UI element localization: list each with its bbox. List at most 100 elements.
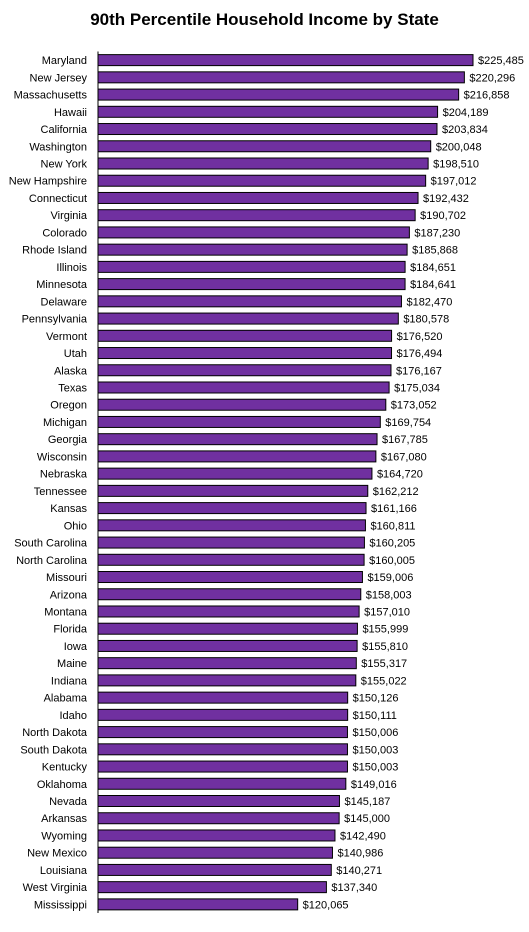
- category-label: Rhode Island: [22, 245, 87, 257]
- bar-north-dakota: [97, 726, 348, 739]
- bar-nevada: [97, 795, 340, 807]
- category-label: Arkansas: [41, 813, 87, 825]
- value-label: $158,003: [366, 589, 412, 601]
- value-label: $137,340: [331, 882, 377, 894]
- bar-indiana: [97, 674, 357, 687]
- category-label: Minnesota: [36, 279, 88, 291]
- value-label: $192,432: [423, 193, 469, 205]
- category-label: Idaho: [59, 710, 87, 722]
- category-label: Michigan: [43, 417, 87, 429]
- category-label: Maine: [57, 658, 87, 670]
- value-label: $216,858: [464, 90, 510, 102]
- bar-arizona: [97, 588, 362, 601]
- bar-connecticut: [97, 191, 419, 204]
- value-label: $220,296: [469, 72, 515, 84]
- bar-new-jersey: [97, 71, 465, 84]
- bar-west-virginia: [97, 881, 327, 894]
- category-label: Washington: [29, 141, 87, 153]
- bar-ohio: [97, 519, 366, 532]
- category-label: Iowa: [64, 641, 88, 653]
- bar-new-hampshire: [97, 174, 427, 187]
- category-label: Nebraska: [40, 469, 88, 481]
- category-label: Maryland: [42, 55, 87, 67]
- bar-south-carolina: [97, 536, 365, 549]
- category-label: Wyoming: [41, 830, 87, 842]
- bar-maine: [97, 657, 357, 670]
- value-label: $176,520: [397, 331, 443, 343]
- bar-new-york: [97, 157, 429, 170]
- value-label: $160,811: [370, 520, 415, 532]
- value-label: $225,485: [478, 55, 524, 67]
- category-label: Tennessee: [34, 486, 87, 498]
- bar-georgia: [97, 433, 378, 446]
- bar-alaska: [97, 364, 392, 377]
- value-label: $145,000: [344, 813, 390, 825]
- value-label: $160,005: [369, 555, 415, 567]
- bar-tennessee: [97, 484, 369, 497]
- bar-oregon: [97, 398, 387, 411]
- bar-wyoming: [97, 829, 336, 842]
- bar-florida: [97, 622, 358, 635]
- value-label: $157,010: [364, 606, 410, 618]
- category-label: New Hampshire: [9, 176, 87, 188]
- value-label: $150,126: [353, 693, 399, 705]
- category-label: Hawaii: [54, 107, 87, 119]
- bar-texas: [97, 381, 390, 394]
- bar-virginia: [97, 209, 416, 222]
- bar-new-mexico: [97, 846, 333, 859]
- category-label: Mississippi: [34, 899, 87, 911]
- bar-kansas: [97, 502, 367, 515]
- value-label: $150,003: [352, 762, 398, 774]
- value-label: $149,016: [351, 779, 397, 791]
- value-label: $182,470: [406, 296, 452, 308]
- value-label: $200,048: [436, 141, 482, 153]
- value-label: $160,205: [369, 538, 415, 550]
- bars: [97, 54, 474, 911]
- bar-montana: [97, 605, 360, 618]
- category-label: Louisiana: [40, 865, 88, 877]
- bar-utah: [97, 347, 393, 360]
- category-label: Massachusetts: [14, 90, 88, 102]
- value-label: $150,111: [353, 710, 397, 722]
- value-label: $120,065: [303, 899, 349, 911]
- category-label: Colorado: [42, 227, 87, 239]
- value-label: $167,785: [382, 434, 428, 446]
- category-label: Nevada: [49, 796, 88, 808]
- bar-pennsylvania: [97, 312, 399, 325]
- category-label: Kentucky: [42, 762, 88, 774]
- category-label: Wisconsin: [37, 451, 87, 463]
- category-label: Utah: [64, 348, 87, 360]
- value-label: $204,189: [443, 107, 489, 119]
- category-label: New Mexico: [27, 848, 87, 860]
- value-label: $145,187: [344, 796, 390, 808]
- category-label: Pennsylvania: [22, 314, 88, 326]
- value-label: $155,317: [361, 658, 407, 670]
- value-label: $190,702: [420, 210, 466, 222]
- value-label: $155,810: [362, 641, 408, 653]
- bar-rhode-island: [97, 243, 408, 256]
- value-label: $164,720: [377, 469, 423, 481]
- bar-iowa: [97, 639, 358, 652]
- category-label: Alaska: [54, 365, 88, 377]
- category-label: Delaware: [41, 296, 87, 308]
- category-label: Ohio: [64, 520, 87, 532]
- value-label: $180,578: [403, 314, 449, 326]
- value-label: $184,641: [410, 279, 456, 291]
- bar-north-carolina: [97, 553, 365, 566]
- bar-hawaii: [97, 105, 439, 118]
- category-label: Oklahoma: [37, 779, 88, 791]
- category-label: Indiana: [51, 675, 88, 687]
- value-label: $167,080: [381, 451, 427, 463]
- value-label: $162,212: [373, 486, 419, 498]
- bar-idaho: [97, 708, 349, 721]
- bar-washington: [97, 140, 432, 153]
- bar-south-dakota: [97, 743, 348, 756]
- value-label: $140,271: [336, 865, 382, 877]
- category-label: Arizona: [50, 589, 88, 601]
- category-label: Connecticut: [29, 193, 87, 205]
- value-label: $173,052: [391, 400, 437, 412]
- value-label: $161,166: [371, 503, 417, 515]
- category-label: Virginia: [51, 210, 88, 222]
- bar-missouri: [97, 571, 363, 584]
